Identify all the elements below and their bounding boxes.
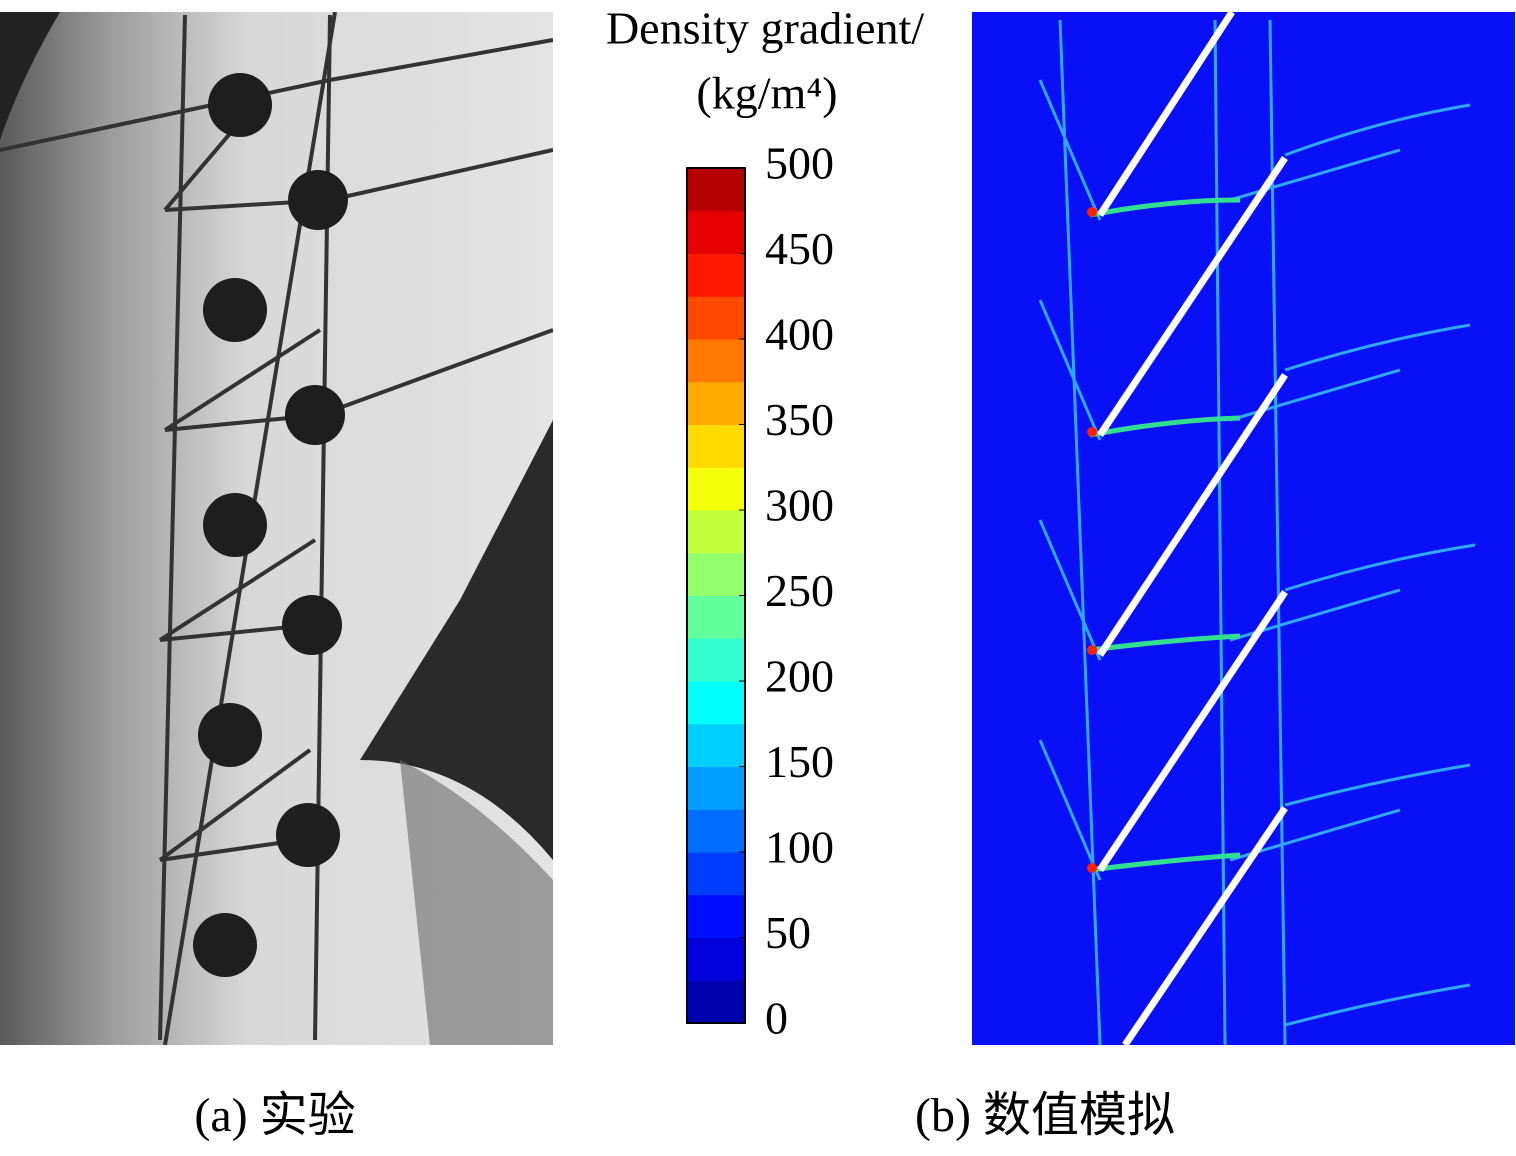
colorbar-segment (687, 894, 745, 938)
colorbar-tick-label: 150 (765, 736, 834, 787)
colorbar-segment (687, 638, 745, 682)
colorbar-segment (687, 381, 745, 425)
colorbar-segment (687, 296, 745, 340)
colorbar-segment (687, 253, 745, 297)
colorbar-segment (687, 210, 745, 254)
colorbar-segment (687, 552, 745, 596)
simulation-image (972, 12, 1515, 1045)
colorbar-segment (687, 937, 745, 981)
colorbar-tick-label: 500 (765, 138, 834, 189)
colorbar-segment (687, 168, 745, 212)
colorbar-tick-label: 50 (765, 907, 811, 958)
colorbar-segment (687, 339, 745, 383)
colorbar-title: Density gradient/ (606, 3, 924, 54)
colorbar-segment (687, 510, 745, 554)
colorbar-tick-label: 200 (765, 651, 834, 702)
colorbar-tick-label: 350 (765, 394, 834, 445)
colorbar-segment (687, 467, 745, 511)
colorbar-segment (687, 424, 745, 468)
colorbar-tick-label: 250 (765, 565, 834, 616)
colorbar-segment (687, 980, 745, 1024)
colorbar-tick-label: 400 (765, 309, 834, 360)
colorbar-unit: (kg/m⁴) (696, 68, 837, 119)
colorbar-segment (687, 595, 745, 639)
colorbar-tick-label: 100 (765, 822, 834, 873)
colorbar-tick-label: 0 (765, 993, 788, 1044)
colorbar-frame (686, 167, 746, 1024)
colorbar-segment (687, 766, 745, 810)
colorbar: 0 50 100 150 200 250 300 350 400 450 500 (687, 138, 834, 1044)
colorbar-tick-label: 450 (765, 223, 834, 274)
caption: (b) 数值模拟 (915, 1089, 1175, 1142)
colorbar-tick-label: 300 (765, 480, 834, 531)
experiment-image (0, 12, 553, 1045)
caption: (a) 实验 (194, 1089, 355, 1142)
colorbar-segment (687, 809, 745, 853)
colorbar-segment (687, 681, 745, 725)
colorbar-segment (687, 723, 745, 767)
colorbar-segment (687, 852, 745, 896)
